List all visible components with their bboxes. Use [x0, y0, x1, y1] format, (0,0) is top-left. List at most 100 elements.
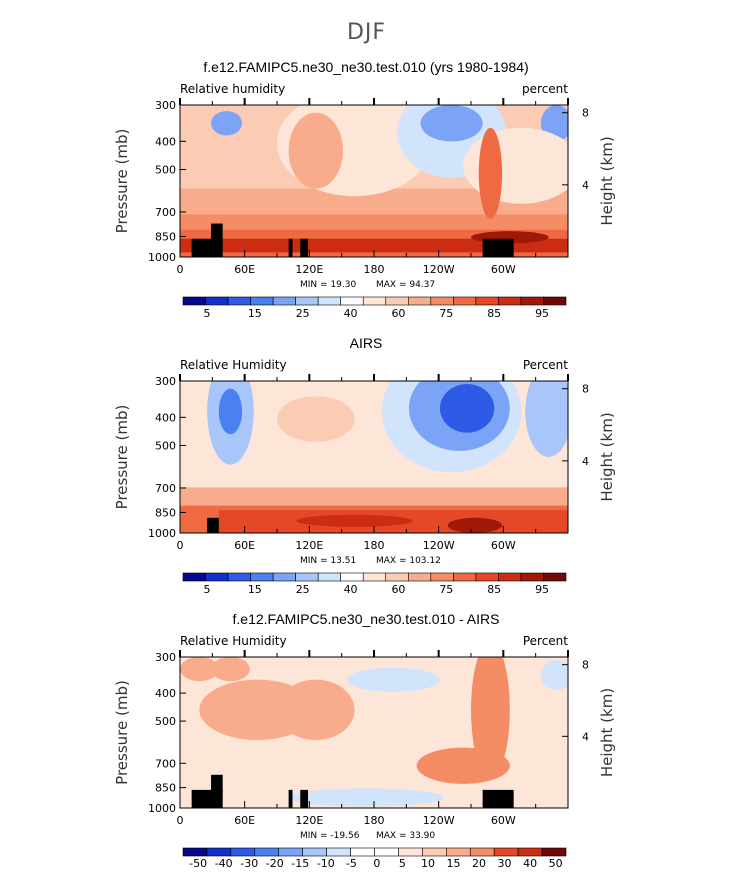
colorbar-label: 25 [296, 583, 310, 596]
x-tick-label: 0 [177, 263, 184, 276]
colorbar-swatch [250, 296, 274, 306]
colorbar-swatch [543, 296, 567, 306]
y-tick-label: 700 [155, 206, 176, 219]
y-tick-label: 400 [155, 411, 176, 424]
contour-fill [525, 381, 568, 457]
colorbar-swatch [295, 572, 319, 582]
colorbar-swatch [475, 296, 499, 306]
colorbar-swatch [469, 847, 495, 857]
x-tick-label: 60E [234, 814, 255, 827]
units-label: Percent [523, 634, 568, 648]
colorbar-swatch [520, 296, 544, 306]
colorbar-swatch [205, 296, 229, 306]
colorbar-label: 25 [296, 307, 310, 320]
x-tick-label: 120E [295, 263, 323, 276]
contour-field [180, 105, 568, 257]
contour-fill [471, 657, 510, 778]
colorbar-swatch [254, 847, 280, 857]
colorbar-swatch [350, 847, 375, 857]
colorbar-swatch [278, 847, 303, 857]
topography-mask [300, 238, 309, 257]
colorbar-swatch [295, 296, 319, 306]
colorbar-swatch [407, 572, 432, 582]
colorbar-swatch [430, 296, 454, 306]
x-tick-label: 180 [364, 263, 385, 276]
y2-axis-title: Height (km) [598, 412, 616, 501]
y-tick-label: 850 [155, 782, 176, 795]
x-tick-label: 60E [234, 539, 255, 552]
x-tick-label: 60W [491, 263, 516, 276]
colorbar-label: -10 [317, 857, 335, 870]
colorbar-swatch [272, 572, 296, 582]
x-tick-label: 0 [177, 539, 184, 552]
panel-title: f.e12.FAMIPC5.ne30_ne30.test.010 (yrs 19… [203, 59, 528, 75]
colorbar-swatch [362, 572, 387, 582]
x-tick-label: 60W [491, 814, 516, 827]
y2-tick-label: 4 [582, 455, 589, 468]
panel-1 [179, 98, 569, 306]
colorbar-swatch [340, 296, 364, 306]
colorbar-label: 95 [535, 583, 549, 596]
colorbar-label: 60 [391, 307, 405, 320]
min-value: MIN = 19.30 [300, 280, 356, 290]
colorbar-label: 0 [373, 857, 380, 870]
y-tick-label: 1000 [148, 802, 176, 815]
colorbar-label: 15 [248, 583, 262, 596]
colorbar-swatch [182, 572, 206, 582]
y-tick-label: 1000 [148, 527, 176, 540]
colorbar-swatch [182, 847, 208, 857]
colorbar-swatch [206, 847, 232, 857]
y-axis-title: Pressure (mb) [113, 129, 131, 234]
colorbar-label: 60 [391, 583, 405, 596]
colorbar-swatch [302, 847, 327, 857]
colorbar-swatch [374, 847, 399, 857]
colorbar-swatch [272, 296, 296, 306]
colorbar-label: 50 [549, 857, 563, 870]
y-tick-label: 300 [155, 375, 176, 388]
topography-mask [482, 789, 514, 808]
x-tick-label: 120E [295, 814, 323, 827]
colorbar-swatch [227, 296, 251, 306]
variable-label: Relative Humidity [180, 358, 287, 372]
y2-tick-label: 8 [582, 659, 589, 672]
panel-3 [179, 650, 569, 857]
x-tick-label: 120W [423, 263, 455, 276]
colorbar-swatch [446, 847, 471, 857]
colorbar-swatch [227, 572, 251, 582]
colorbar-swatch [430, 572, 454, 582]
colorbar-swatch [517, 847, 543, 857]
colorbar-swatch [422, 847, 447, 857]
colorbar-label: 20 [472, 857, 486, 870]
variable-label: Relative Humidity [180, 634, 287, 648]
contour-field [180, 381, 568, 533]
contour-fill [439, 384, 495, 433]
colorbar-label: 5 [399, 857, 406, 870]
y-tick-label: 500 [155, 163, 176, 176]
max-value: MAX = 103.12 [376, 556, 441, 566]
colorbar-swatch [340, 572, 364, 582]
colorbar-swatch [317, 572, 342, 582]
contour-fill [211, 111, 243, 136]
y-axis-title: Pressure (mb) [113, 680, 131, 785]
colorbar-swatch [250, 572, 274, 582]
x-tick-label: 120E [295, 539, 323, 552]
x-tick-label: 180 [364, 539, 385, 552]
colorbar-swatch [205, 572, 229, 582]
colorbar-swatch [362, 296, 387, 306]
colorbar-label: 40 [344, 307, 358, 320]
colorbar-swatch [453, 296, 477, 306]
colorbar-label: 40 [523, 857, 537, 870]
colorbar-label: -30 [240, 857, 258, 870]
topography-mask [211, 774, 223, 793]
colorbar-swatch [182, 296, 206, 306]
contour-fill [211, 657, 250, 682]
contour-fill [180, 657, 219, 682]
panel-2 [179, 374, 569, 582]
colorbar-swatch [326, 847, 351, 857]
topography-mask [191, 238, 223, 257]
colorbar-label: 75 [439, 583, 453, 596]
colorbar-label: -20 [266, 857, 284, 870]
y-axis-title: Pressure (mb) [113, 405, 131, 510]
y-tick-label: 300 [155, 651, 176, 664]
units-label: percent [522, 82, 568, 96]
